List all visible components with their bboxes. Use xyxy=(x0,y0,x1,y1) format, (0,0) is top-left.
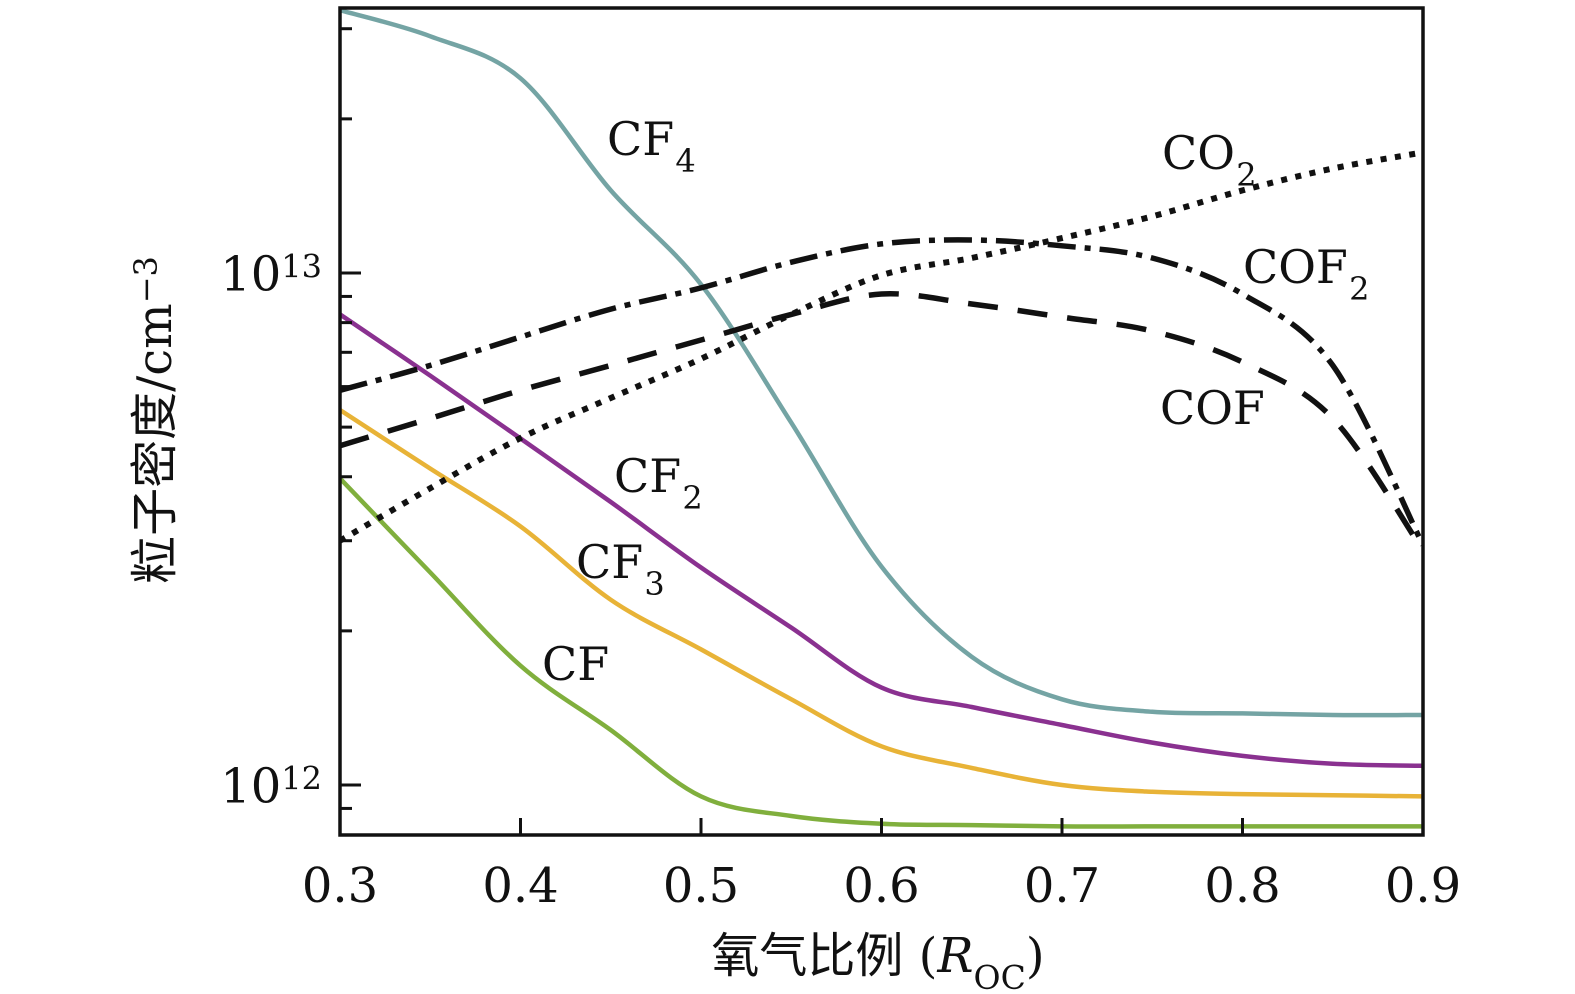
curve-label-main: CF xyxy=(576,535,644,589)
curve-COF2 xyxy=(340,237,1423,547)
curve-label-COF: COF xyxy=(1160,381,1265,435)
curves-group xyxy=(340,8,1423,829)
x-tick-label-0.5: 0.5 xyxy=(662,858,740,914)
x-tick-label-0.8: 0.8 xyxy=(1204,858,1281,914)
curve-label-main: COF xyxy=(1160,381,1265,435)
curve-label-sub: 2 xyxy=(1236,156,1257,195)
x-tick-label-0.9: 0.9 xyxy=(1384,858,1462,914)
curve-CF xyxy=(340,476,1423,829)
curve-label-CF2: CF2 xyxy=(614,449,703,517)
curve-label-main: CO xyxy=(1162,126,1235,180)
y-tick-label-1e12: 1012 xyxy=(220,758,322,815)
curve-CF4 xyxy=(340,8,1423,718)
y-axis-title-exponent: −3 xyxy=(127,256,166,304)
curve-label-CF: CF xyxy=(542,637,609,691)
y-axis-title: 粒子密度/cm−3 xyxy=(115,256,185,584)
x-axis-title-close: ) xyxy=(1025,928,1045,984)
curve-label-sub: 2 xyxy=(1349,270,1370,309)
x-tick-label-0.6: 0.6 xyxy=(843,858,920,914)
curve-label-main: CF xyxy=(607,112,675,166)
curve-label-sub: 3 xyxy=(644,565,665,604)
curve-label-CF4: CF4 xyxy=(607,112,696,180)
curve-COF xyxy=(340,290,1423,553)
ticks-group xyxy=(338,27,1425,835)
x-axis-title-text: 氧气比例 ( xyxy=(711,928,938,984)
curve-label-sub: 4 xyxy=(675,142,696,181)
y-axis-title-text: 粒子密度/cm xyxy=(127,303,183,584)
x-tick-label-0.4: 0.4 xyxy=(482,858,559,914)
x-tick-label-0.3: 0.3 xyxy=(301,858,379,914)
curve-label-CF3: CF3 xyxy=(576,535,665,603)
x-tick-label-0.7: 0.7 xyxy=(1023,858,1101,914)
curve-label-sub: 2 xyxy=(682,479,703,518)
curve-label-CO2: CO2 xyxy=(1162,126,1257,194)
curve-label-COF2: COF2 xyxy=(1243,240,1369,308)
x-axis-title-symbol: R xyxy=(937,928,974,984)
curve-CF3 xyxy=(340,408,1423,799)
curve-label-main: CF xyxy=(542,637,610,691)
y-tick-label-1e13: 1013 xyxy=(220,246,322,303)
x-axis-title: 氧气比例 (ROC) xyxy=(711,916,1045,994)
curve-label-main: COF xyxy=(1243,240,1348,294)
curve-CO2 xyxy=(340,149,1423,544)
x-axis-title-subscript: OC xyxy=(973,958,1026,994)
curve-label-main: CF xyxy=(614,449,682,503)
